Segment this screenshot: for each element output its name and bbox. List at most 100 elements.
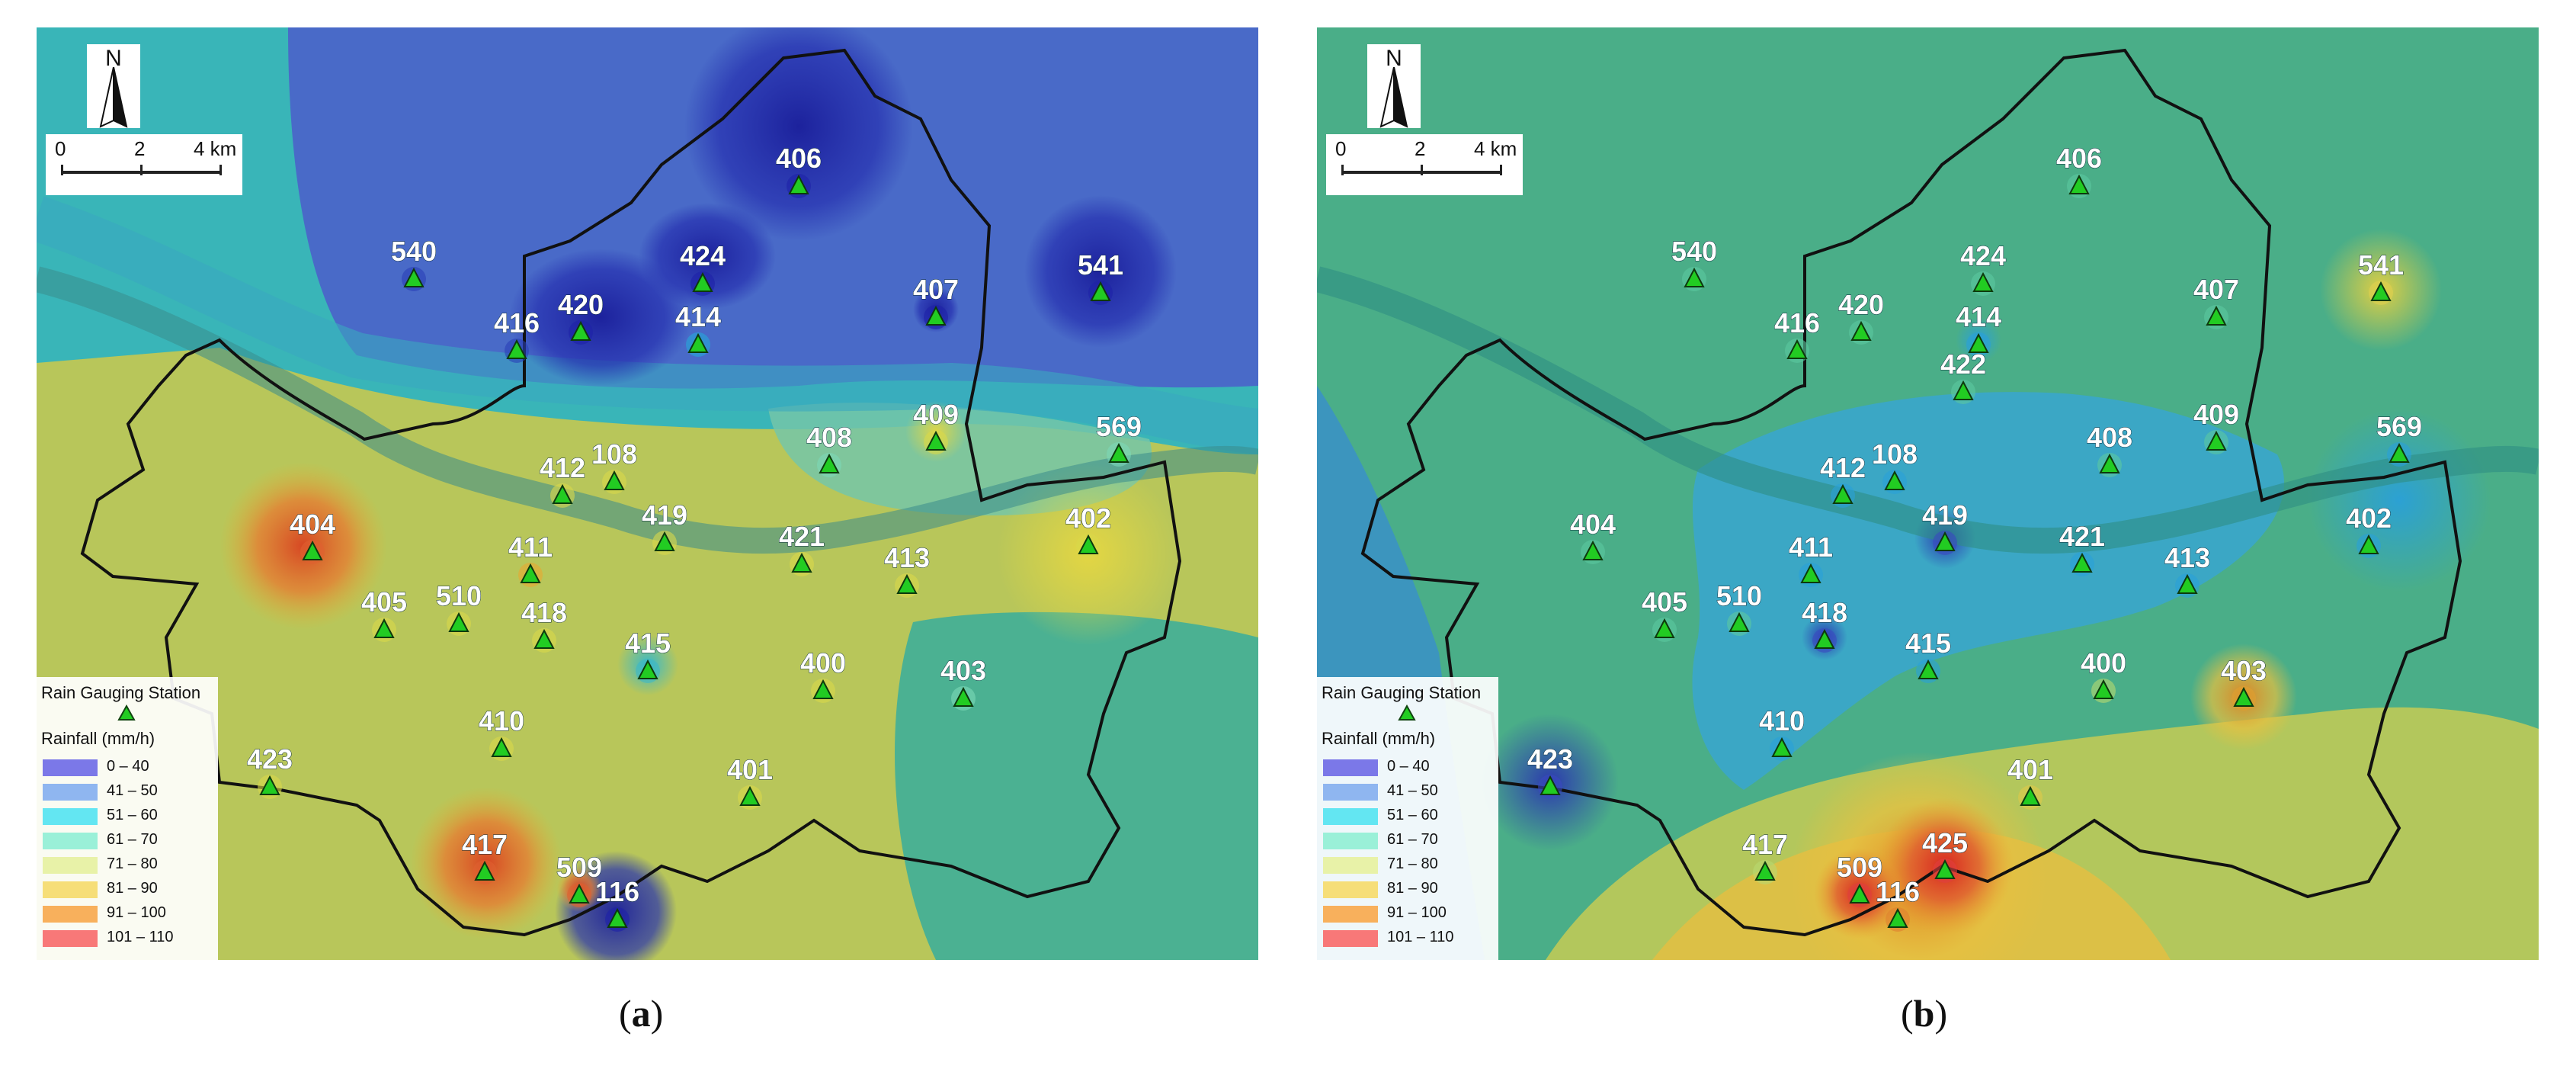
station-label: 419 (642, 499, 687, 531)
station-label: 569 (2376, 411, 2422, 442)
station-triangle-icon (739, 785, 761, 806)
legend-class-label: 101 – 110 (1387, 929, 1454, 945)
station-triangle-icon (2020, 785, 2041, 806)
station-569: 569 (2376, 411, 2423, 467)
station-413: 413 (2164, 542, 2211, 598)
legend-class-label: 61 – 70 (107, 831, 158, 848)
station-label: 420 (1838, 289, 1884, 320)
station-label: 402 (1065, 502, 1111, 534)
station-label: 510 (436, 580, 482, 611)
station-triangle-icon (637, 659, 658, 679)
legend-class-row: 41 – 50 (1323, 781, 1491, 802)
station-label: 424 (680, 240, 726, 271)
station-422: 422 (1940, 348, 1987, 404)
legend-swatch (43, 784, 98, 801)
north-arrow: N (87, 44, 140, 128)
station-509: 509 (1836, 852, 1883, 907)
legend-class-label: 81 – 90 (1387, 880, 1438, 897)
station-label: 108 (1872, 438, 1918, 470)
scale-bar: 0 2 4 km (46, 134, 242, 195)
scale-label-0: 0 (55, 137, 66, 160)
station-414: 414 (1955, 301, 2002, 357)
legend-station-title: Rain Gauging Station (1322, 683, 1482, 702)
station-triangle-icon (302, 540, 323, 560)
station-406: 406 (775, 143, 822, 198)
station-triangle-icon (1684, 267, 1705, 287)
station-510: 510 (435, 580, 482, 636)
legend-rainfall-title: Rainfall (mm/h) (41, 729, 155, 748)
scale-label-4: 4 km (1474, 137, 1517, 160)
station-triangle-icon (788, 174, 809, 194)
station-triangle-icon (692, 271, 713, 292)
station-540: 540 (390, 236, 437, 291)
north-arrow-icon (1379, 67, 1408, 128)
legend-class-label: 61 – 70 (1387, 831, 1438, 848)
station-label: 418 (521, 597, 567, 628)
station-417: 417 (1741, 829, 1789, 884)
station-411: 411 (508, 531, 553, 587)
station-401: 401 (2007, 754, 2054, 810)
station-label: 541 (1078, 249, 1123, 281)
station-416: 416 (493, 307, 540, 363)
station-triangle-icon (1108, 442, 1129, 463)
legend-class-row: 71 – 80 (43, 854, 210, 875)
station-triangle-icon (953, 686, 974, 707)
caption-b: (b) (1901, 992, 1948, 1035)
legend-class-label: 91 – 100 (107, 904, 166, 921)
legend-class-label: 51 – 60 (107, 807, 158, 823)
legend-class-row: 91 – 100 (1323, 903, 1491, 924)
station-triangle-icon (2206, 305, 2227, 326)
station-triangle-icon (687, 332, 709, 353)
legend-class-label: 51 – 60 (1387, 807, 1438, 823)
scale-label-2: 2 (1415, 137, 1426, 160)
station-triangle-icon (1918, 659, 1939, 679)
station-triangle-icon (1953, 380, 1974, 400)
station-label: 411 (508, 531, 553, 563)
station-triangle-icon (1771, 737, 1793, 757)
caption-letter-b: b (1913, 992, 1935, 1035)
station-label: 411 (1789, 531, 1833, 563)
station-404: 404 (289, 509, 336, 564)
station-triangle-icon (1754, 860, 1776, 881)
station-label: 406 (776, 143, 822, 174)
station-415: 415 (1905, 627, 1952, 683)
station-402: 402 (1065, 502, 1112, 558)
station-triangle-icon (1832, 483, 1854, 504)
map-panel-a: 406 540 424 541 407 420 416 414 409 408 569 108 412 4… (37, 27, 1258, 960)
station-triangle-icon (1800, 563, 1821, 583)
legend-class-label: 41 – 50 (1387, 782, 1438, 799)
station-triangle-icon (1814, 628, 1835, 649)
station-triangle-icon (1729, 611, 1750, 632)
station-425: 425 (1921, 827, 1969, 883)
legend-swatch (1323, 930, 1378, 947)
station-label: 404 (1570, 509, 1616, 540)
station-label: 116 (1876, 876, 1920, 907)
station-label: 400 (800, 647, 846, 679)
legend-class-label: 41 – 50 (107, 782, 158, 799)
station-label: 417 (462, 829, 508, 860)
legend-swatch (43, 881, 98, 898)
station-116: 116 (1875, 876, 1921, 932)
station-label: 417 (1742, 829, 1788, 860)
legend-swatch (1323, 906, 1378, 923)
station-triangle-icon (1887, 907, 1908, 928)
station-triangle-icon (520, 563, 541, 583)
station-label: 421 (2059, 521, 2105, 552)
station-403: 403 (2220, 655, 2267, 711)
legend-class-label: 71 – 80 (1387, 855, 1438, 872)
station-541: 541 (2357, 249, 2405, 305)
legend-swatch (43, 808, 98, 825)
station-triangle-icon (2071, 552, 2093, 573)
legend-class-row: 91 – 100 (43, 903, 210, 924)
station-405: 405 (1641, 586, 1688, 642)
station-410: 410 (478, 705, 525, 761)
legend-swatch (1323, 857, 1378, 874)
station-label: 412 (540, 452, 585, 483)
legend-station-title: Rain Gauging Station (41, 683, 201, 702)
legend-swatch (43, 759, 98, 776)
legend-class-row: 101 – 110 (1323, 927, 1491, 948)
station-label: 509 (556, 852, 602, 883)
station-label: 423 (1527, 743, 1573, 775)
station-label: 540 (1671, 236, 1717, 267)
